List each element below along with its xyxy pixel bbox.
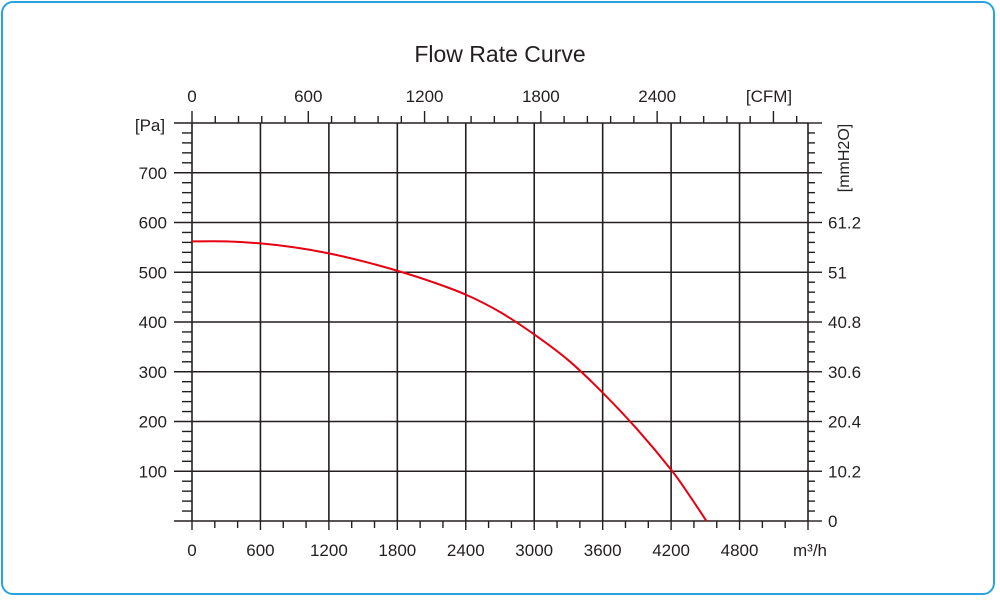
y2-axis-label: [mmH2O] xyxy=(836,124,853,192)
x-axis-label: m³/h xyxy=(793,541,827,560)
x-tick-label: 4800 xyxy=(721,541,759,560)
y-tick-label: 400 xyxy=(139,313,167,332)
y-tick-label: 700 xyxy=(139,164,167,183)
y2-tick-label: 10.2 xyxy=(828,462,861,481)
x2-tick-label: 0 xyxy=(187,87,196,106)
y-tick-label: 600 xyxy=(139,214,167,233)
x-tick-label: 600 xyxy=(246,541,274,560)
x2-axis-label: [CFM] xyxy=(746,87,792,106)
x2-tick-label: 2400 xyxy=(638,87,676,106)
x-tick-label: 2400 xyxy=(447,541,485,560)
x2-tick-label: 600 xyxy=(294,87,322,106)
y-axis-label: [Pa] xyxy=(135,116,165,135)
chart-title: Flow Rate Curve xyxy=(414,41,585,67)
y-tick-label: 100 xyxy=(139,462,167,481)
y2-tick-label: 20.4 xyxy=(828,413,861,432)
y2-tick-label: 51 xyxy=(828,263,847,282)
y-tick-label: 300 xyxy=(139,363,167,382)
x2-tick-label: 1800 xyxy=(522,87,560,106)
y-tick-label: 500 xyxy=(139,263,167,282)
x-tick-label: 3600 xyxy=(584,541,622,560)
y2-tick-label: 0 xyxy=(828,512,837,531)
y2-tick-label: 30.6 xyxy=(828,363,861,382)
x-tick-label: 0 xyxy=(187,541,196,560)
y-tick-label: 200 xyxy=(139,413,167,432)
x-tick-label: 1800 xyxy=(378,541,416,560)
x-tick-label: 4200 xyxy=(652,541,690,560)
x2-tick-label: 1200 xyxy=(406,87,444,106)
y2-tick-label: 40.8 xyxy=(828,313,861,332)
y2-tick-label: 61.2 xyxy=(828,214,861,233)
x-tick-label: 3000 xyxy=(515,541,553,560)
x-tick-label: 1200 xyxy=(310,541,348,560)
flow-curve-series-0 xyxy=(191,240,708,522)
